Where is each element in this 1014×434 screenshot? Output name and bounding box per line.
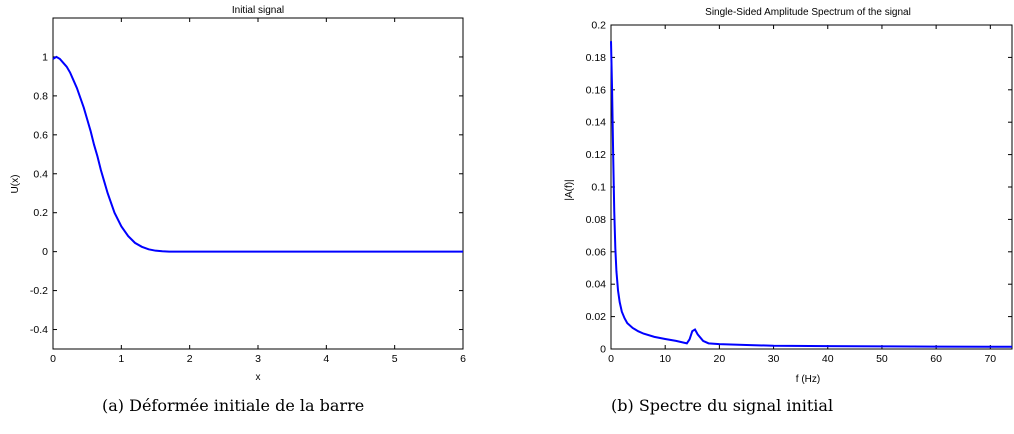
chart-b-ytick-label: 0.2 [591,20,606,32]
chart-a-y-ticks: -0.4 -0.2 0 0.2 0.4 0.6 0.8 1 [30,51,463,336]
chart-a-xtick-label: 0 [50,353,56,365]
chart-b-xtick-label: 70 [984,353,996,365]
chart-b-ytick-label: 0.06 [586,246,607,258]
chart-a-xtick-label: 5 [392,353,398,365]
chart-b-axes-box [610,24,1013,350]
chart-a-x-ticks: 0 1 2 3 4 5 6 [50,18,466,365]
chart-a-xtick-label: 3 [255,353,261,365]
chart-b-title: Single-Sided Amplitude Spectrum of the s… [705,7,911,18]
chart-a-xlabel: x [256,372,261,383]
chart-b-ytick-label: 0.14 [586,117,607,129]
chart-a-ytick-label: 0.8 [33,90,48,102]
chart-a-xtick-label: 2 [187,353,193,365]
figure: -0.4 -0.2 0 0.2 0.4 0.6 0.8 1 0 1 2 3 4 5 6 Initial s… [10,5,1013,385]
chart-a-series-line [52,55,463,253]
chart-a-ytick-label: 0.4 [33,168,48,180]
chart-a-ytick-label: 0.6 [33,129,48,141]
chart-a-ytick-label: -0.2 [30,285,48,297]
chart-b-ylabel: |A(f)| [564,179,575,200]
chart-b-xlabel: f (Hz) [796,374,820,385]
chart-a-ylabel: U(x) [10,175,21,194]
chart-b-x-ticks: 0 10 20 30 40 50 60 70 [608,25,996,365]
chart-b-ytick-label: 0.08 [586,214,607,226]
chart-b-ytick-label: 0.04 [586,279,607,291]
chart-a-ytick-label: -0.4 [30,324,48,336]
chart-b-xtick-label: 0 [608,353,614,365]
chart-a: -0.4 -0.2 0 0.2 0.4 0.6 0.8 1 0 1 2 3 4 5 6 Initial s… [10,5,466,383]
chart-b-xtick-label: 30 [768,353,780,365]
chart-a-ytick-label: 1 [42,51,48,63]
chart-b-xtick-label: 60 [930,353,942,365]
chart-b-ytick-label: 0.1 [591,182,606,194]
chart-a-xtick-label: 6 [460,353,466,365]
chart-b: 00.020.040.060.080.10.120.140.160.180.2 … [564,7,1013,385]
chart-b-xtick-label: 50 [876,353,888,365]
chart-b-xtick-label: 10 [659,353,671,365]
chart-b-ytick-label: 0.02 [586,311,607,323]
chart-a-title: Initial signal [232,5,284,16]
chart-a-xtick-label: 1 [118,353,124,365]
chart-b-ytick-label: 0.16 [586,84,607,96]
chart-b-ytick-label: 0.18 [586,52,607,64]
chart-a-axes-box [52,17,464,350]
caption-b: (b) Spectre du signal initial [611,396,834,415]
chart-b-ytick-label: 0.12 [586,149,607,161]
chart-a-xtick-label: 4 [323,353,329,365]
chart-b-xtick-label: 20 [714,353,726,365]
chart-a-ytick-label: 0.2 [33,207,48,219]
chart-a-ytick-label: 0 [42,246,48,258]
chart-b-ytick-label: 0 [600,344,606,356]
chart-b-xtick-label: 40 [822,353,834,365]
chart-b-series-line [610,41,1012,348]
caption-a: (a) Déformée initiale de la barre [102,396,365,415]
